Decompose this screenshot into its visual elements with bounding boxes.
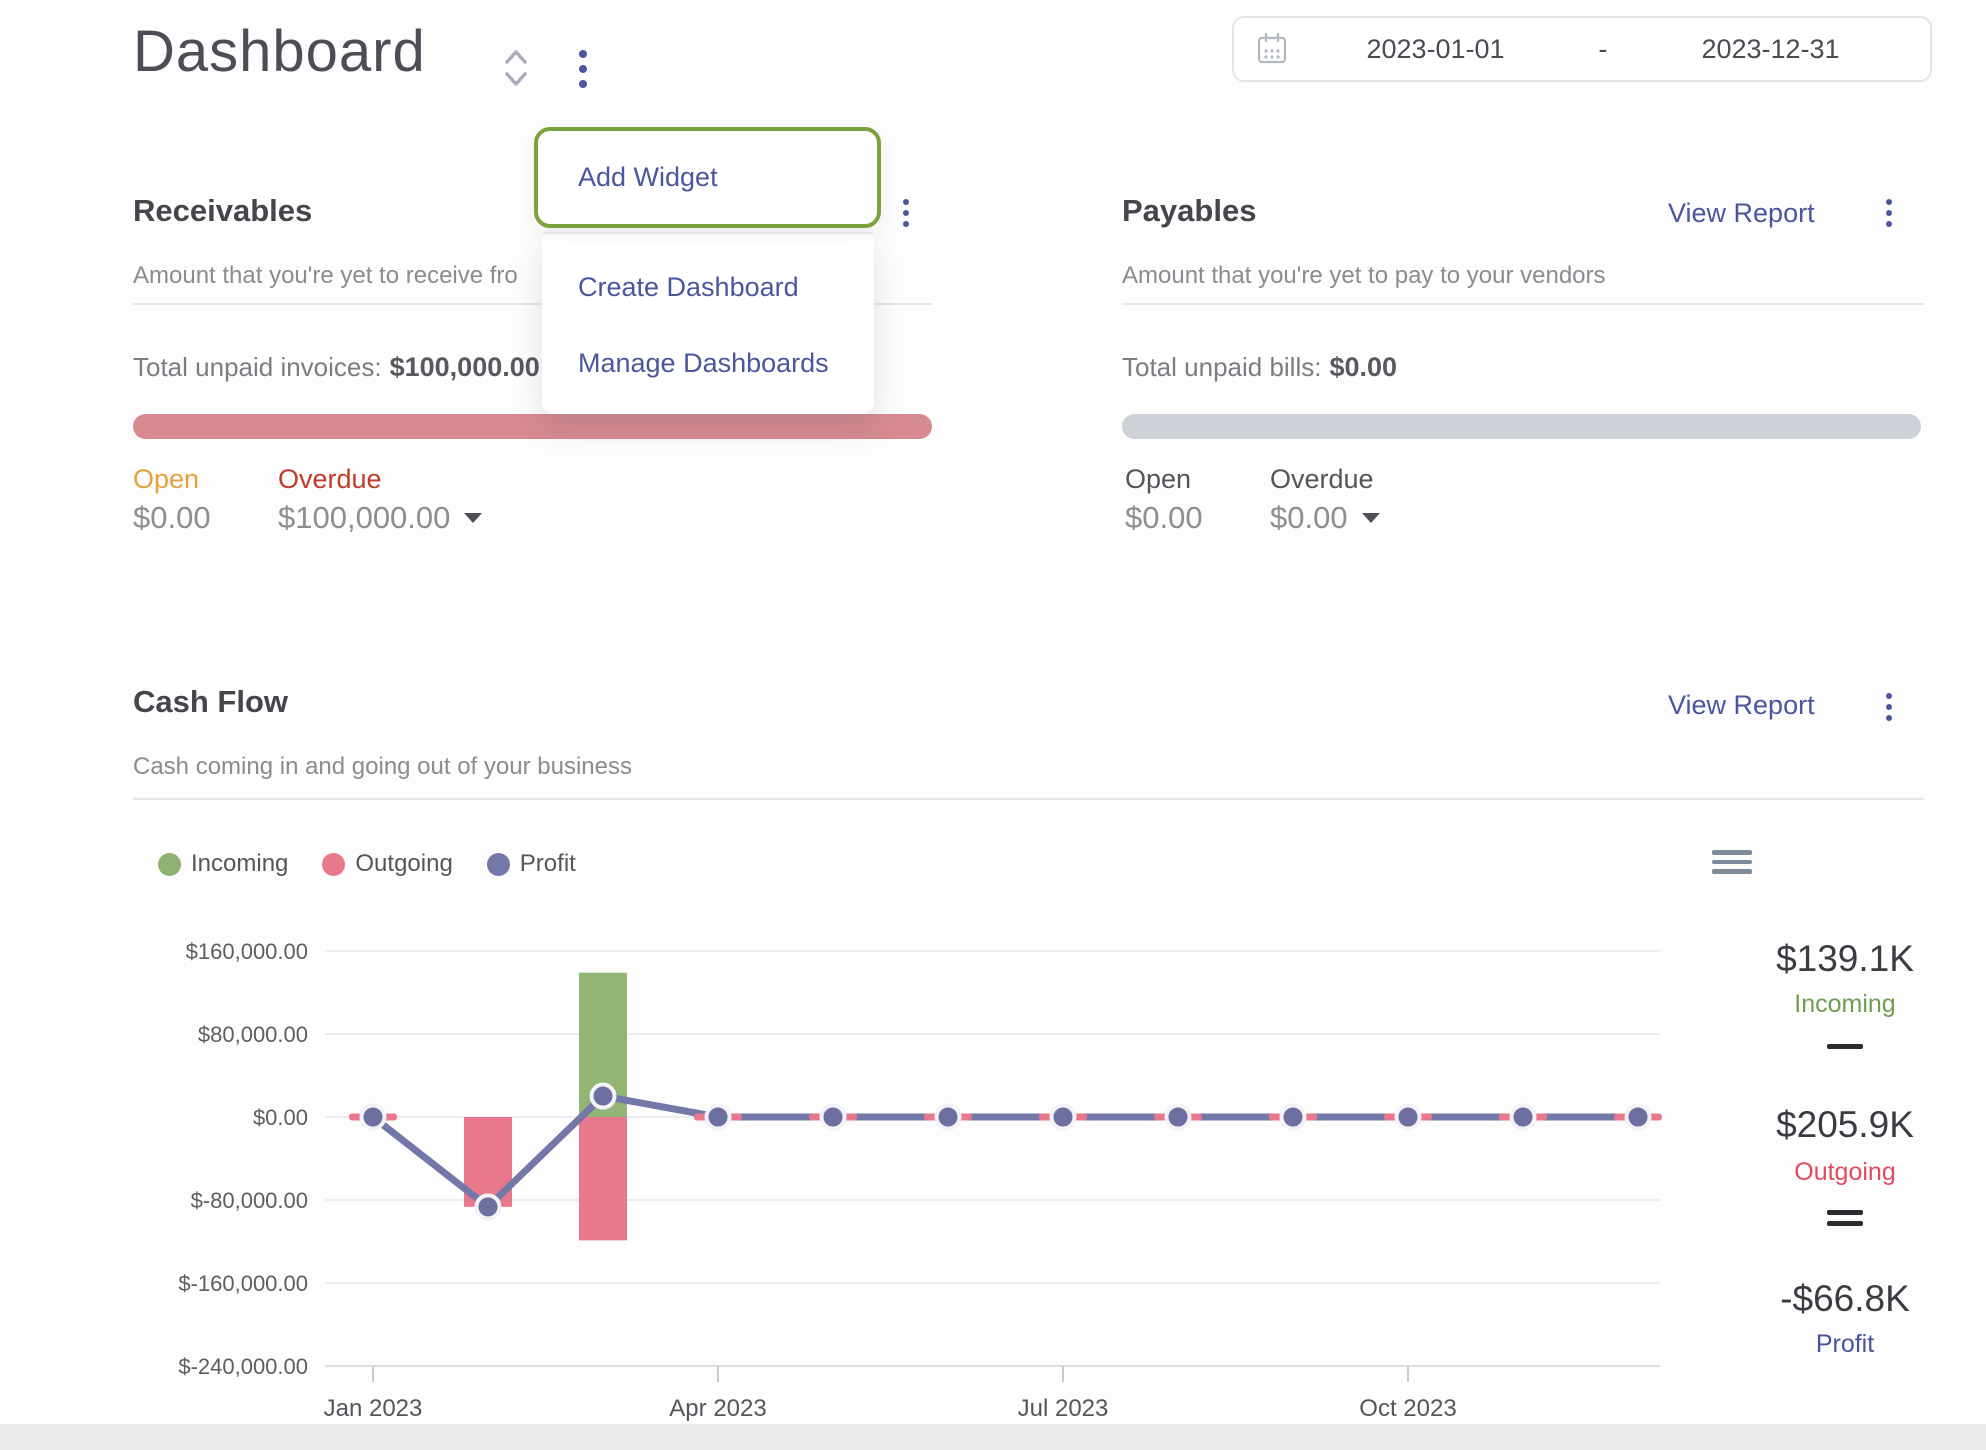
kebab-dot [1886, 703, 1892, 710]
payables-open-label: Open [1125, 464, 1192, 494]
dashboard-select-icon[interactable] [502, 46, 530, 95]
receivables-total-value: $100,000.00 [389, 352, 540, 382]
dashboard-dropdown-menu: Create Dashboard Manage Dashboards [542, 232, 874, 414]
svg-text:Apr 2023: Apr 2023 [669, 1395, 766, 1422]
svg-text:$80,000.00: $80,000.00 [198, 1022, 308, 1047]
legend-item-outgoing[interactable]: Outgoing [322, 850, 453, 878]
svg-text:Oct 2023: Oct 2023 [1359, 1395, 1456, 1422]
date-to-field[interactable]: 2023-12-31 [1701, 33, 1840, 64]
menu-item-manage-dashboards[interactable]: Manage Dashboards [578, 348, 829, 378]
kebab-dot [1886, 198, 1892, 205]
legend-label: Profit [519, 850, 576, 877]
chevron-down-icon[interactable] [464, 513, 483, 523]
payables-subtitle: Amount that you're yet to pay to your ve… [1122, 262, 1606, 289]
cashflow-summary: $139.1K Incoming $205.9K Outgoing -$66.8… [1742, 938, 1948, 1398]
outgoing-legend-dot-icon [322, 852, 346, 876]
cashflow-legend: Incoming Outgoing Profit [158, 850, 576, 878]
profit-total-value: -$66.8K [1780, 1278, 1910, 1319]
svg-text:$160,000.00: $160,000.00 [186, 939, 308, 964]
cashflow-divider [133, 798, 1924, 800]
profit-total-label: Profit [1815, 1330, 1875, 1358]
cashflow-kebab-menu-button[interactable] [1886, 690, 1892, 723]
svg-text:$-80,000.00: $-80,000.00 [191, 1188, 308, 1213]
svg-text:Jan 2023: Jan 2023 [324, 1395, 423, 1422]
svg-text:Jul 2023: Jul 2023 [1018, 1395, 1109, 1422]
calendar-icon [1256, 32, 1288, 66]
payables-overdue-amount: $0.00 [1270, 500, 1348, 535]
kebab-dot [579, 79, 587, 88]
incoming-legend-dot-icon [158, 852, 181, 876]
menu-item-create-dashboard[interactable]: Create Dashboard [578, 272, 799, 302]
receivables-subtitle: Amount that you're yet to receive fro [133, 262, 518, 289]
cashflow-title: Cash Flow [133, 684, 289, 719]
payables-kebab-menu-button[interactable] [1886, 196, 1892, 229]
svg-text:$0.00: $0.00 [253, 1105, 308, 1130]
kebab-dot [1886, 692, 1892, 699]
page-title: Dashboard [133, 19, 426, 84]
date-range-picker[interactable]: 2023-01-01 - 2023-12-31 [1232, 16, 1932, 82]
legend-label: Outgoing [355, 850, 453, 877]
kebab-dot [1886, 220, 1892, 227]
svg-text:$-160,000.00: $-160,000.00 [178, 1271, 308, 1296]
payables-open-value: $0.00 [1125, 500, 1203, 535]
add-widget-label: Add Widget [578, 162, 718, 192]
payables-view-report-link[interactable]: View Report [1668, 198, 1815, 228]
hamburger-bar [1712, 869, 1752, 874]
hamburger-bar [1712, 850, 1752, 855]
kebab-dot [903, 220, 909, 227]
payables-overdue-label: Overdue [1270, 464, 1374, 494]
receivables-progress-bar [133, 414, 932, 439]
minus-operator-icon [1742, 1044, 1948, 1049]
svg-text:$-240,000.00: $-240,000.00 [178, 1354, 308, 1379]
payables-divider [1122, 303, 1924, 305]
kebab-dot [579, 64, 587, 73]
payables-total-label: Total unpaid bills: [1122, 352, 1322, 382]
receivables-divider [133, 303, 932, 305]
legend-label: Incoming [191, 850, 289, 877]
equals-operator-icon [1742, 1210, 1948, 1226]
cashflow-view-report-link[interactable]: View Report [1668, 690, 1815, 720]
menu-item-add-widget[interactable]: Add Widget [534, 127, 881, 228]
kebab-dot [903, 198, 909, 205]
hamburger-bar [1712, 859, 1752, 864]
kebab-dot [1886, 209, 1892, 216]
chart-menu-icon[interactable] [1712, 850, 1752, 879]
legend-item-incoming[interactable]: Incoming [158, 850, 288, 878]
kebab-dot [903, 209, 909, 216]
chevron-up-down-icon [505, 50, 527, 86]
receivables-open-value: $0.00 [133, 500, 211, 535]
dashboard-kebab-menu-button[interactable] [575, 42, 591, 95]
date-range-separator: - [1598, 33, 1608, 64]
receivables-overdue-label: Overdue [278, 464, 382, 494]
incoming-total-value: $139.1K [1776, 938, 1914, 979]
payables-progress-bar [1122, 414, 1921, 439]
receivables-title: Receivables [133, 193, 313, 228]
payables-title: Payables [1122, 193, 1257, 228]
date-from-field[interactable]: 2023-01-01 [1366, 33, 1505, 64]
outgoing-total-label: Outgoing [1794, 1158, 1896, 1186]
cashflow-subtitle: Cash coming in and going out of your bus… [133, 753, 632, 780]
incoming-total-label: Incoming [1794, 990, 1896, 1018]
outgoing-total-value: $205.9K [1776, 1104, 1914, 1145]
chevron-down-icon[interactable] [1361, 513, 1380, 523]
receivables-kebab-menu-button[interactable] [903, 196, 909, 229]
legend-item-profit[interactable]: Profit [486, 850, 576, 878]
receivables-open-label: Open [133, 464, 200, 494]
payables-total-value: $0.00 [1329, 352, 1398, 382]
payables-total: Total unpaid bills: $0.00 [1122, 352, 1397, 383]
payables-overdue-value: $0.00 [1270, 500, 1380, 536]
profit-legend-dot-icon [486, 852, 510, 876]
kebab-dot [579, 49, 587, 58]
cashflow-chart: $160,000.00 $80,000.00 $0.00 $-80,000.00 $-1… [178, 939, 1662, 1422]
receivables-overdue-amount: $100,000.00 [278, 500, 451, 535]
receivables-total: Total unpaid invoices: $100,000.00 [133, 352, 540, 383]
kebab-dot [1886, 714, 1892, 721]
receivables-overdue-value: $100,000.00 [278, 500, 483, 536]
receivables-total-label: Total unpaid invoices: [133, 352, 382, 382]
footer-strip [0, 1424, 1986, 1450]
